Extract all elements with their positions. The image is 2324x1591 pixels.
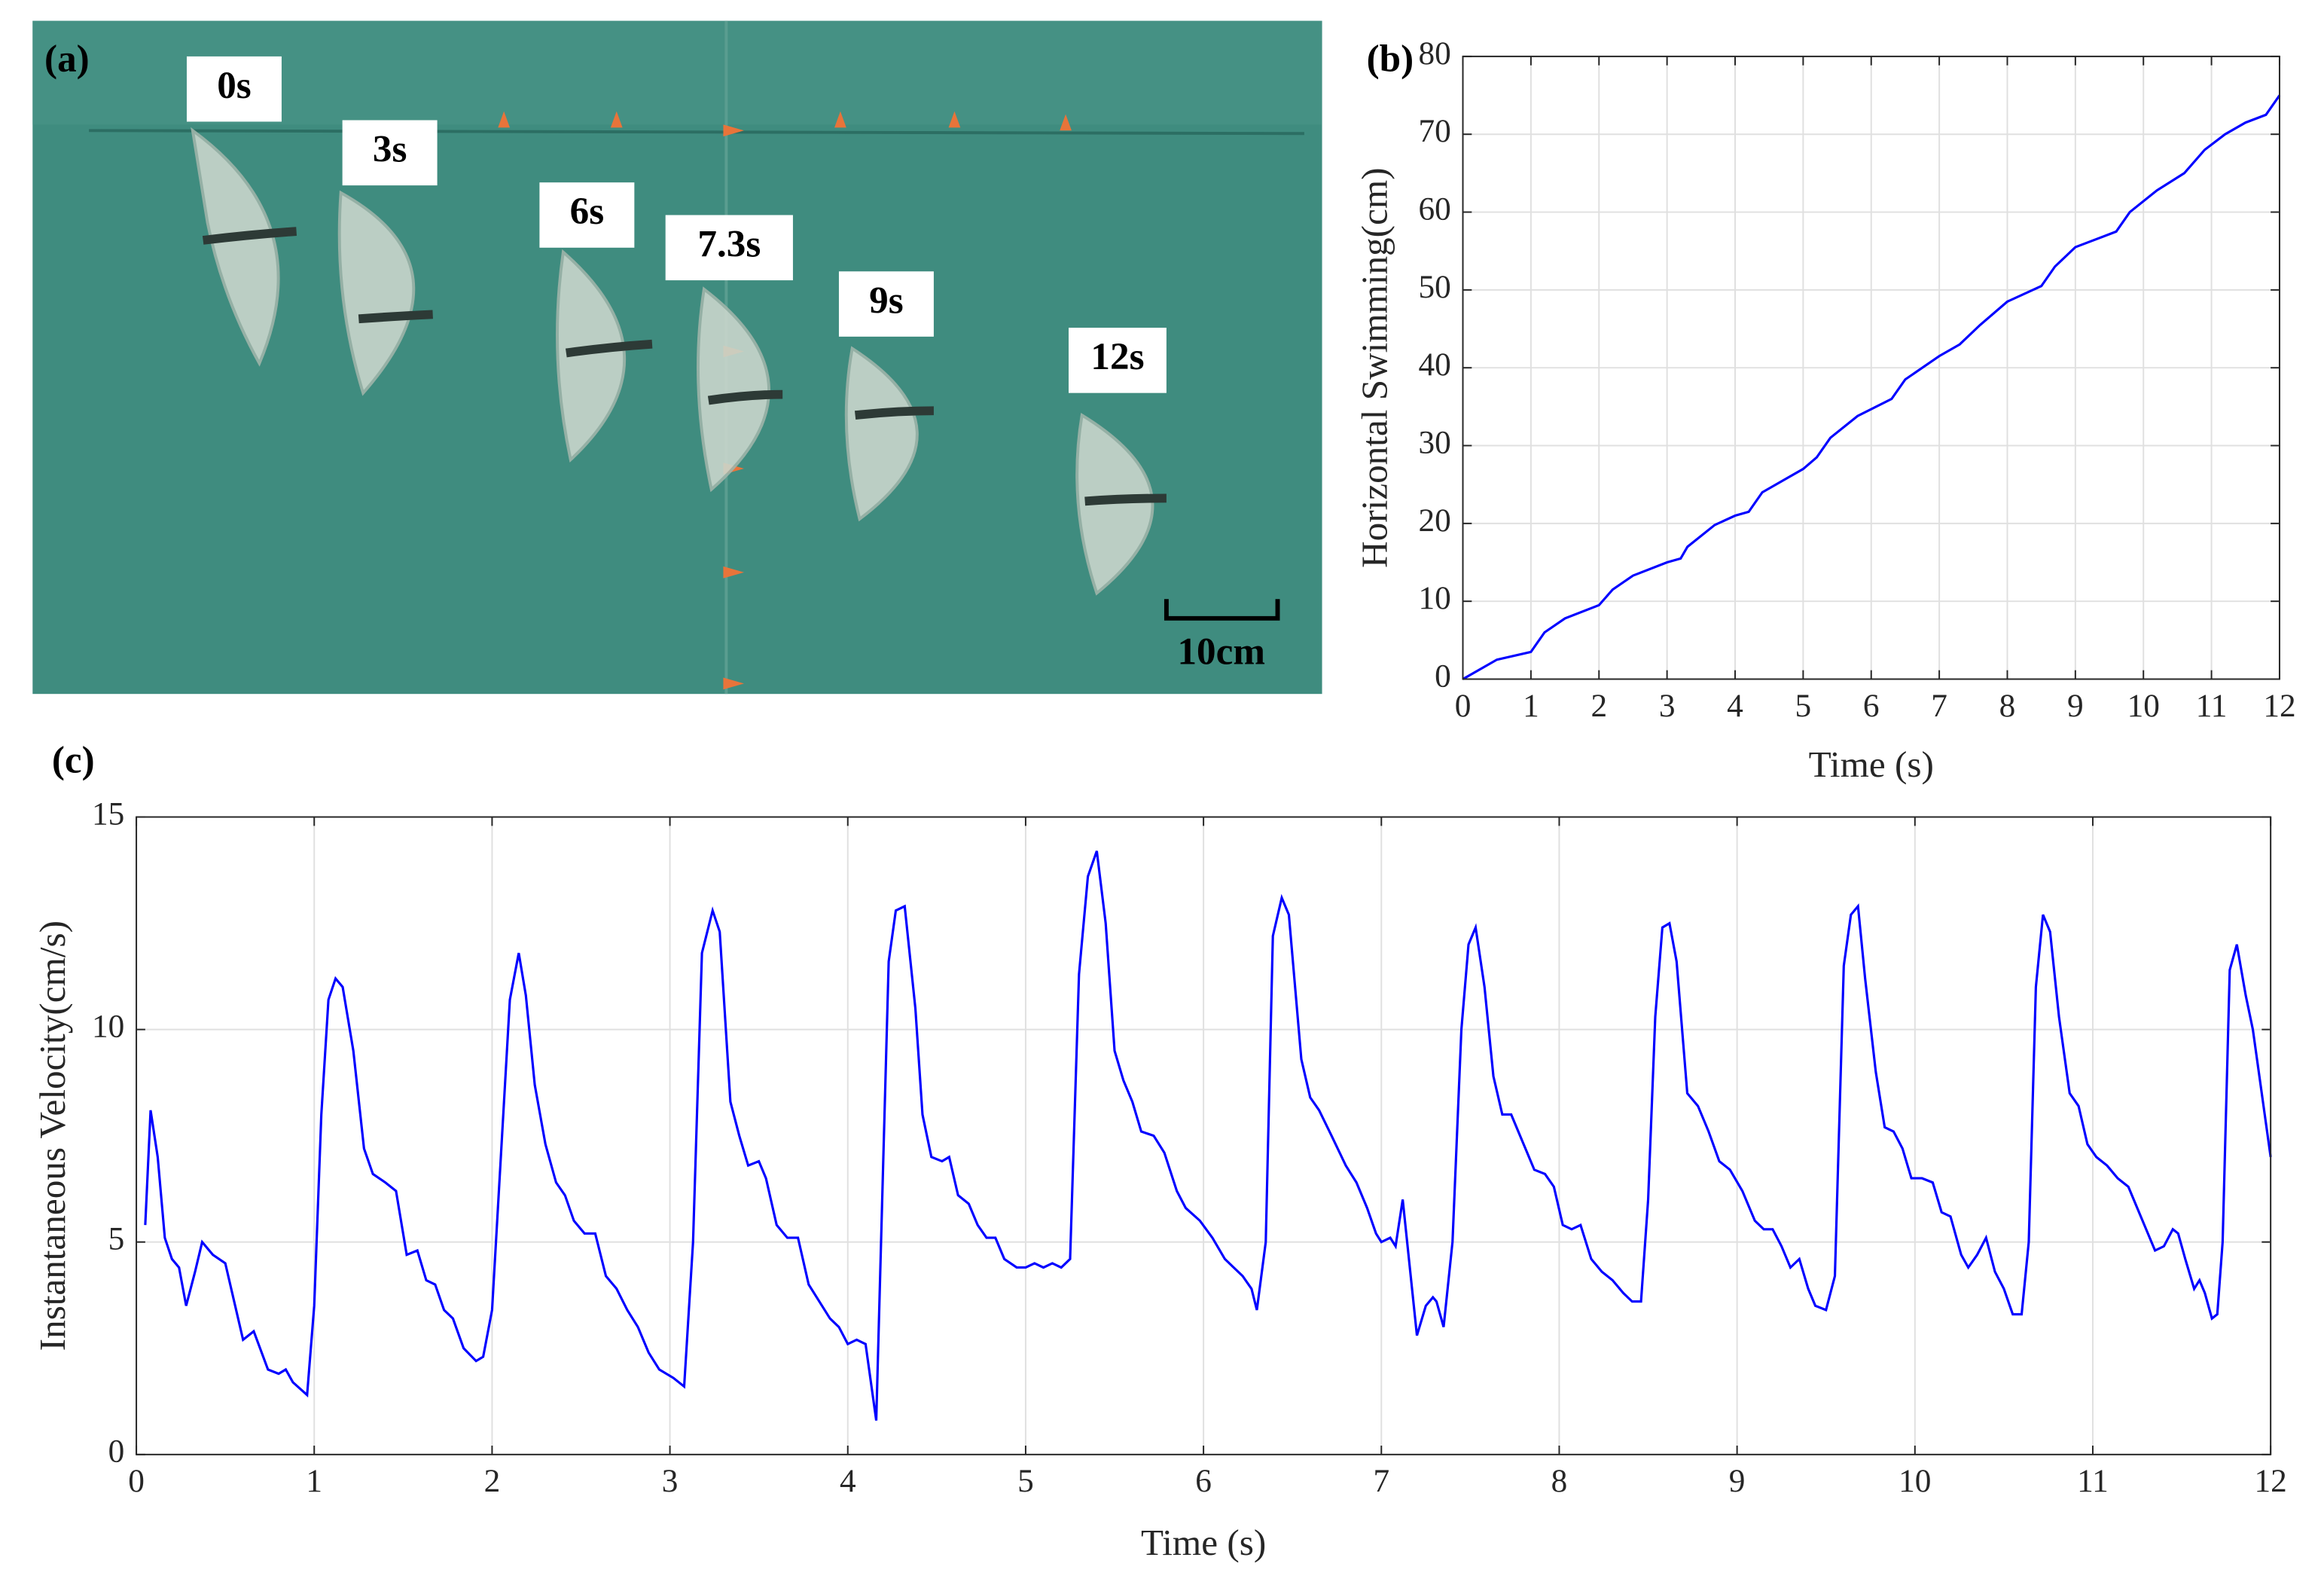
x-tick-label: 0 [128,1463,145,1499]
time-label: 6s [570,190,605,233]
y-tick-label: 50 [1419,269,1451,305]
y-tick-label: 10 [92,1009,124,1045]
label-box [539,182,635,248]
x-tick-label: 4 [1727,688,1743,724]
y-axis-label: Horizontal Swimming(cm) [1354,167,1395,567]
x-tick-label: 6 [1863,688,1880,724]
tank-line [89,129,1304,136]
x-tick-label: 7 [1373,1463,1389,1499]
y-tick-label: 15 [92,796,124,832]
y-tick-label: 60 [1419,191,1451,227]
y-tick-label: 10 [1419,580,1451,616]
time-labels: 0s 3s 6s 7.3s 9s 12s [186,56,1167,393]
x-tick-label: 8 [1551,1463,1568,1499]
x-tick-label: 12 [2255,1463,2287,1499]
x-tick-label: 5 [1017,1463,1034,1499]
label-box [342,120,438,186]
time-label: 3s [373,128,407,171]
jellyfish-bands [202,227,1167,506]
x-tick-label: 7 [1931,688,1947,724]
time-label: 9s [869,279,904,322]
y-tick-label: 40 [1419,347,1451,383]
y-tick-label: 5 [108,1221,125,1257]
x-tick-label: 9 [1729,1463,1746,1499]
x-tick-label: 11 [2077,1463,2109,1499]
x-tick-label: 1 [306,1463,322,1499]
x-tick-label: 3 [1659,688,1676,724]
label-box [1069,328,1167,393]
plot-frame [1462,55,2280,680]
x-axis-label: Time (s) [1809,744,1934,785]
x-tick-label: 8 [1999,688,2016,724]
time-label: 7.3s [697,223,761,266]
jellyfish [191,127,1154,596]
y-tick-label: 70 [1419,113,1451,149]
y-tick-label: 0 [108,1434,125,1470]
time-label: 12s [1090,335,1144,378]
y-tick-label: 20 [1419,502,1451,539]
x-tick-label: 10 [2127,688,2160,724]
x-tick-label: 11 [2196,688,2228,724]
x-tick-label: 9 [2067,688,2084,724]
x-axis-label: Time (s) [1141,1522,1266,1563]
x-tick-label: 0 [1455,688,1472,724]
plot-frame [136,816,2272,1455]
photo-panel: (a) 0s 3s 6s 7.3s 9s 12s 10cm [32,20,1322,695]
scale-label: 10cm [1177,631,1264,673]
x-tick-label: 4 [840,1463,856,1499]
x-tick-label: 12 [2263,688,2295,724]
y-tick-label: 80 [1419,35,1451,72]
panel-label: (c) [52,738,95,781]
data-line [144,850,2272,1421]
y-axis-label: Instantaneous Velocity(cm/s) [32,921,73,1351]
time-label: 0s [217,64,252,107]
x-tick-label: 5 [1795,688,1812,724]
x-tick-label: 6 [1195,1463,1212,1499]
label-box [665,215,793,281]
x-tick-label: 1 [1523,688,1539,724]
x-tick-label: 2 [484,1463,501,1499]
panel-label: (b) [1367,38,1414,81]
x-tick-label: 2 [1591,688,1607,724]
label-box [186,56,282,122]
panel-label: (a) [44,38,90,81]
label-box [838,271,934,337]
x-tick-label: 10 [1899,1463,1931,1499]
x-tick-label: 3 [662,1463,679,1499]
markers [498,111,1072,690]
y-tick-label: 30 [1419,424,1451,460]
scale-bar [1164,599,1280,621]
data-line [1462,94,2281,680]
y-tick-label: 0 [1435,658,1451,694]
